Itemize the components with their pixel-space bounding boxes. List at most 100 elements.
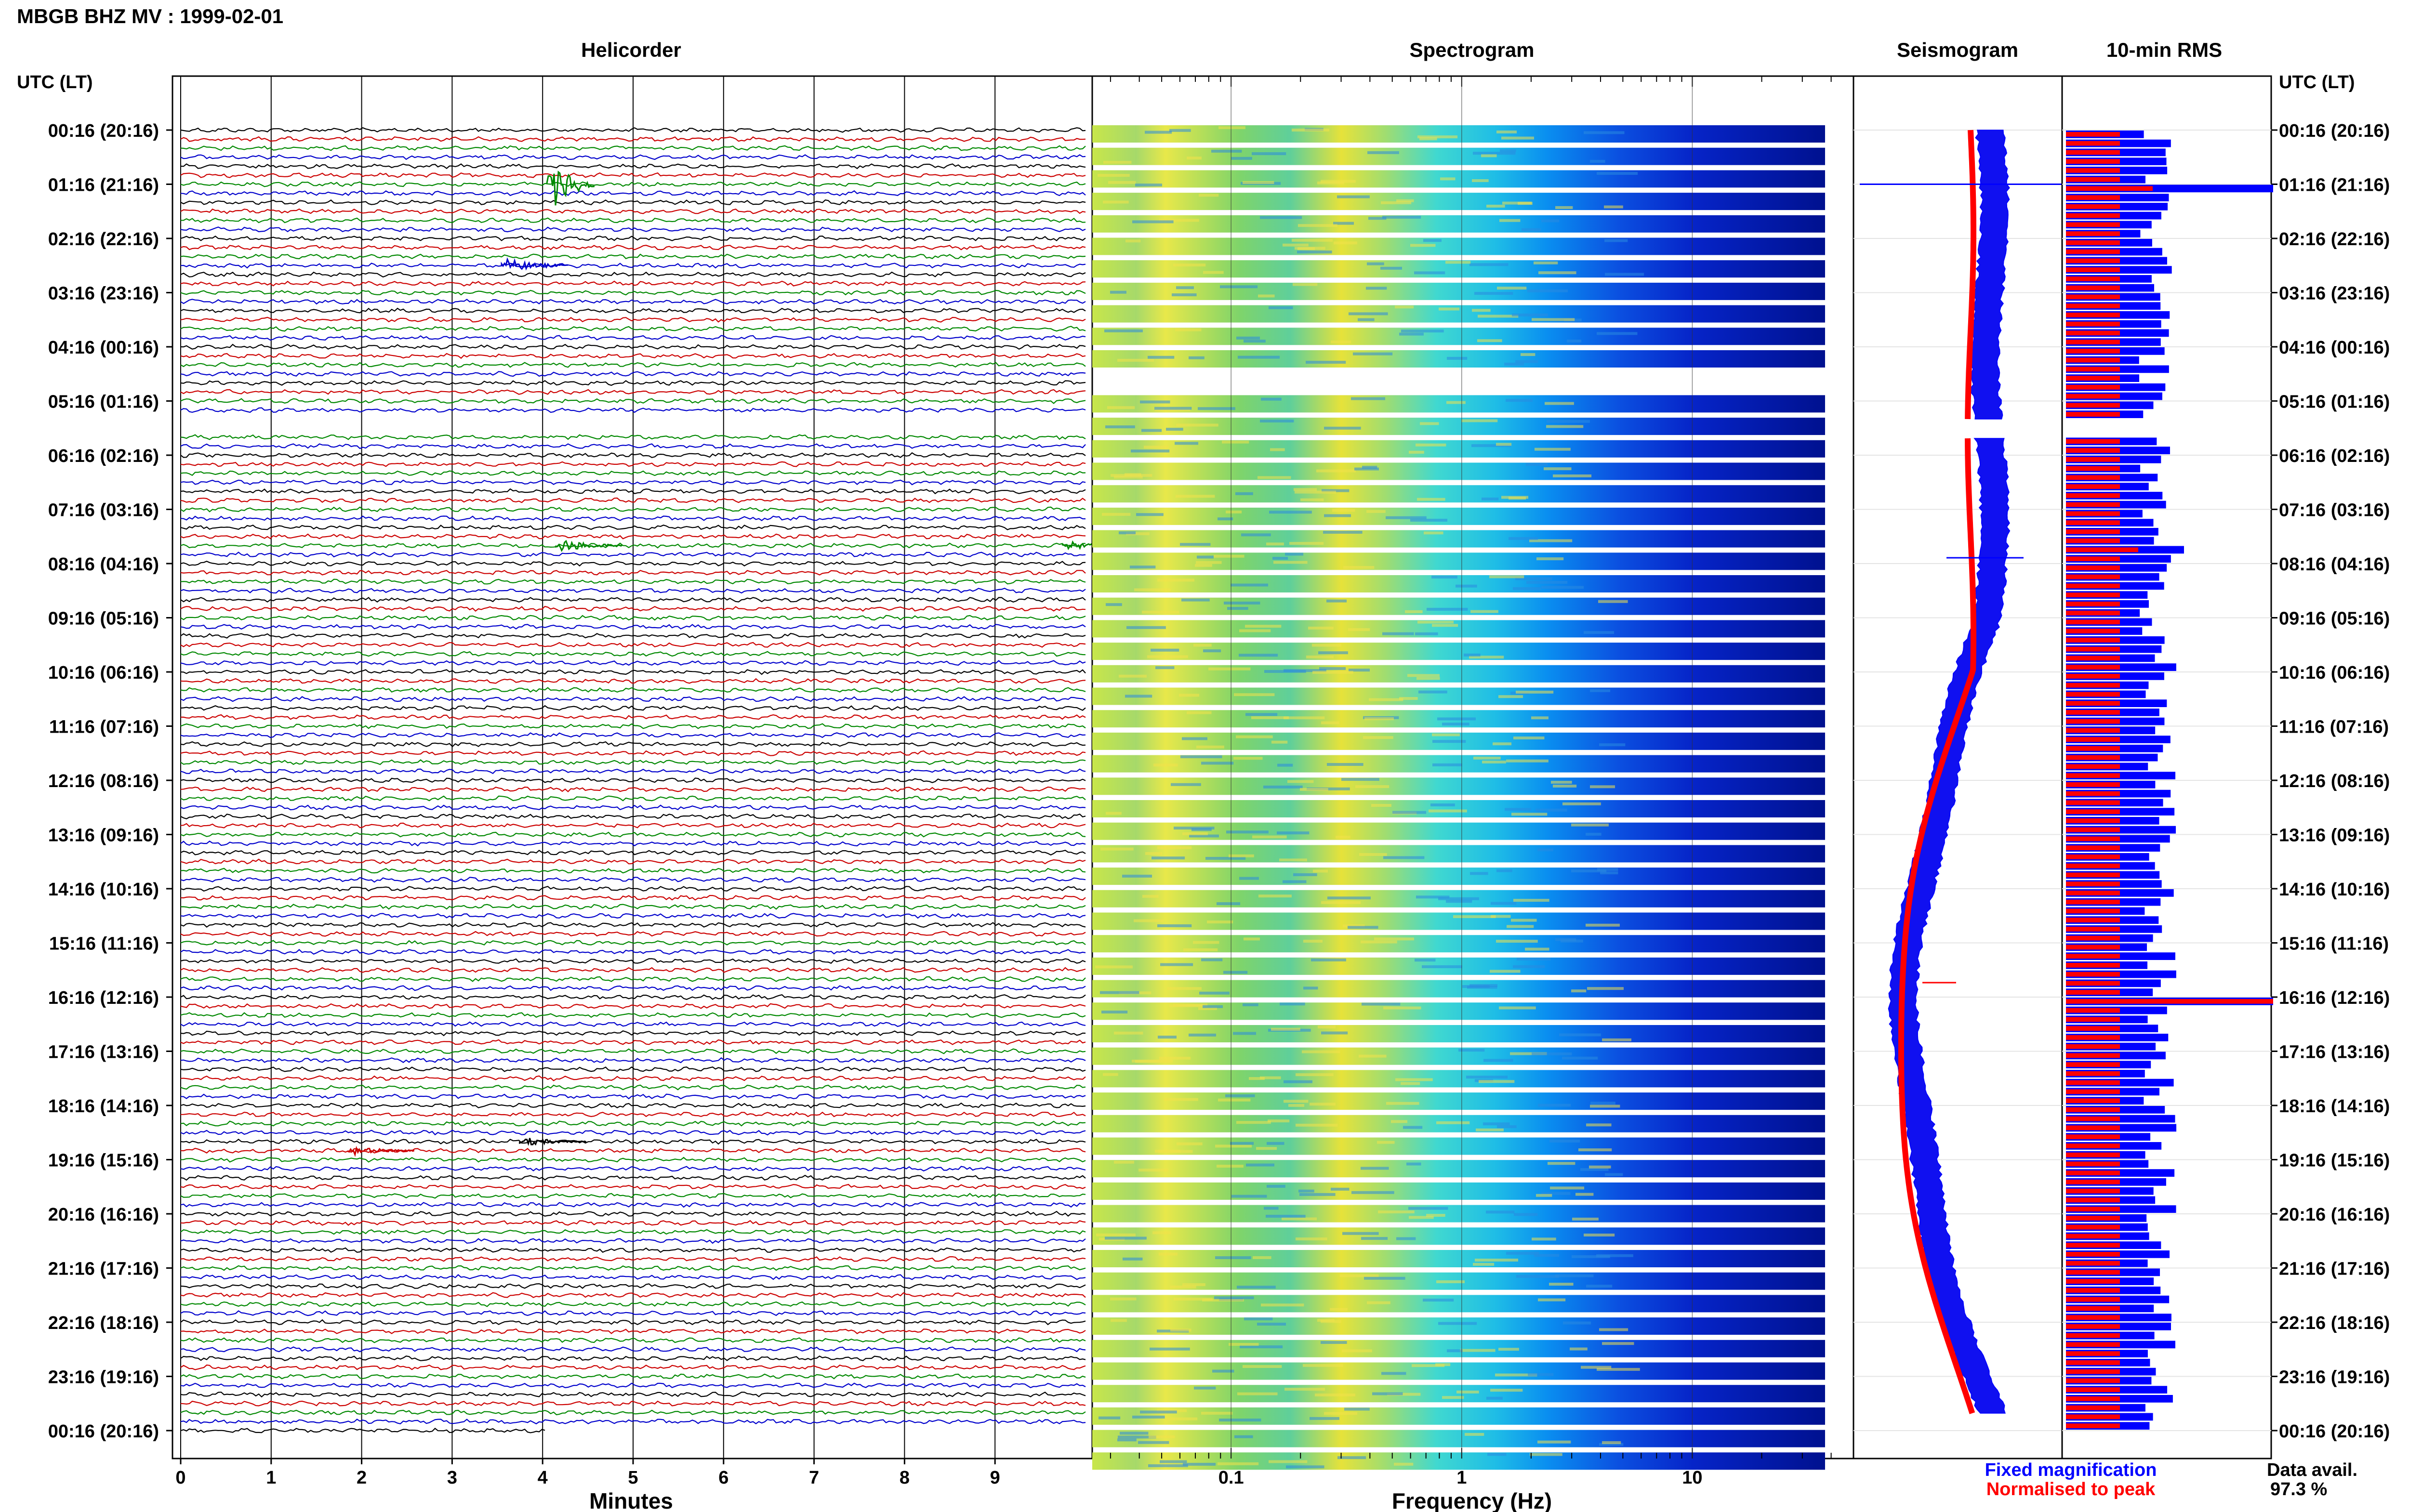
spectrogram-speckle (1323, 531, 1363, 534)
spectrogram-speckle (1158, 1150, 1193, 1153)
spectrogram-speckle (1261, 1303, 1304, 1307)
spectrogram-speckle (1381, 201, 1412, 204)
rms-normalised-to-peak-bar (2066, 403, 2120, 408)
spectrogram-speckle (1324, 514, 1351, 517)
spectrogram-speckle (1362, 466, 1377, 469)
helicorder-trace (180, 299, 1086, 305)
spectrogram-speckle (1498, 1348, 1519, 1351)
spectrogram-speckle (1499, 219, 1521, 222)
seismogram-curves (1860, 130, 2062, 1414)
spectrogram-speckle (1383, 1006, 1421, 1010)
spectrogram-speckle (1203, 1005, 1223, 1008)
spectrogram-speckle (1359, 853, 1387, 856)
spectrogram-row (1092, 620, 1825, 638)
helicorder-trace (180, 335, 1086, 341)
spectrogram-speckle (1106, 812, 1122, 815)
spectrogram-speckle (1218, 517, 1233, 521)
rms-normalised-to-peak-bar (2066, 1306, 2120, 1311)
spectrogram-row (1092, 170, 1825, 188)
spectrogram-speckle (1392, 811, 1427, 814)
spectrogram-speckle (1219, 1419, 1261, 1422)
helicorder-trace (180, 307, 1086, 314)
rms-normalised-to-peak-bar (2066, 1360, 2120, 1365)
spectrogram-speckle (1239, 877, 1259, 880)
spectrogram-row (1092, 1227, 1825, 1245)
helicorder-trace (180, 371, 1086, 377)
spectrogram-speckle (1114, 475, 1143, 479)
time-label-right: 01:16 (21:16) (2279, 175, 2390, 196)
spectrogram-speckle (1252, 835, 1287, 839)
spectrogram-row (1092, 1070, 1825, 1088)
rms-normalised-to-peak-bar (2066, 294, 2120, 300)
spectrogram-speckle (1101, 1011, 1128, 1014)
rms-normalised-to-peak-bar (2066, 881, 2120, 886)
spectrogram-speckle (1491, 902, 1517, 905)
rms-normalised-to-peak-bar (2066, 1423, 2120, 1428)
spectrogram-speckle (1138, 1169, 1168, 1172)
helicorder-trace (180, 642, 1086, 648)
spectrogram-speckle (1234, 1435, 1253, 1438)
spectrogram-speckle (1300, 788, 1328, 791)
rms-normalised-to-peak-bar (2066, 1017, 2120, 1022)
spectrogram-speckle (1227, 607, 1248, 610)
spectrogram-speckle (1125, 473, 1141, 476)
spectrogram-speckle (1423, 239, 1442, 242)
helicorder-trace (180, 588, 1086, 594)
spectrogram-speckle (1561, 939, 1583, 943)
spectrogram-speckle (1598, 600, 1628, 603)
spectrogram-speckle (1361, 940, 1397, 944)
helicorder-trace (180, 786, 1086, 792)
spectrogram-speckle (1438, 897, 1479, 900)
spectrogram-speckle (1361, 1167, 1389, 1170)
spectrogram-speckle (1586, 1123, 1612, 1127)
spectrogram-speckle (1367, 1301, 1390, 1304)
spectrogram-speckle (1399, 332, 1424, 336)
time-label-right: 07:16 (03:16) (2279, 500, 2390, 521)
spectrogram-speckle (1122, 874, 1152, 878)
helicorder-trace (180, 1428, 545, 1433)
spectrogram-speckle (1286, 1465, 1324, 1469)
spectrogram-speckle (1293, 283, 1318, 286)
spectrogram-row (1092, 485, 1825, 503)
spectrogram-speckle (1321, 901, 1361, 904)
helicorder-trace (180, 985, 1086, 991)
helicorder-trace (180, 452, 1086, 459)
spectrogram-speckle (1509, 537, 1538, 540)
helicorder-trace (180, 235, 1086, 241)
spectrogram-speckle (1237, 1392, 1278, 1395)
spectrogram-speckle (1203, 649, 1221, 653)
helicorder-trace (180, 723, 1086, 729)
time-label-left: 04:16 (00:16) (48, 338, 159, 358)
rms-normalised-to-peak-bar (2066, 737, 2120, 742)
spectrogram-speckle (1596, 1254, 1633, 1257)
time-label-left: 08:16 (04:16) (48, 554, 159, 575)
spectrogram-speckle (1553, 474, 1592, 478)
helicorder-tick-label: 3 (447, 1468, 457, 1488)
rms-normalised-to-peak-bar (2066, 935, 2120, 941)
seismogram-fixed-magnification (1888, 438, 2011, 1414)
spectrogram-row (1092, 1137, 1825, 1155)
rms-normalised-to-peak-bar (2066, 674, 2120, 679)
spectrogram-speckle (1253, 1256, 1271, 1259)
rms-normalised-to-peak-bar (2066, 1144, 2120, 1148)
spectrogram-speckle (1181, 598, 1210, 602)
spectrogram-speckle (1141, 429, 1162, 432)
spectrogram-speckle (1157, 846, 1192, 849)
helicorder-trace (180, 1157, 1086, 1163)
spectrogram-speckle (1446, 401, 1466, 404)
spectrogram-speckle (1442, 723, 1469, 726)
spectrogram-speckle (1521, 353, 1535, 356)
spectrogram-speckle (1193, 644, 1212, 647)
helicorder-trace (180, 199, 1086, 206)
spectrogram-speckle (1180, 755, 1222, 759)
helicorder-tick-label: 1 (266, 1468, 276, 1488)
time-label-left: 17:16 (13:16) (48, 1042, 159, 1063)
spectrogram-speckle (1355, 785, 1390, 789)
utc-label-right: UTC (LT) (2279, 72, 2355, 92)
spectrogram-speckle (1175, 328, 1202, 331)
rms-normalised-to-peak-bar (2066, 665, 2120, 670)
spectrogram-speckle (1273, 561, 1308, 564)
spectrogram-speckle (1435, 1363, 1451, 1367)
spectrogram-speckle (1486, 204, 1505, 208)
